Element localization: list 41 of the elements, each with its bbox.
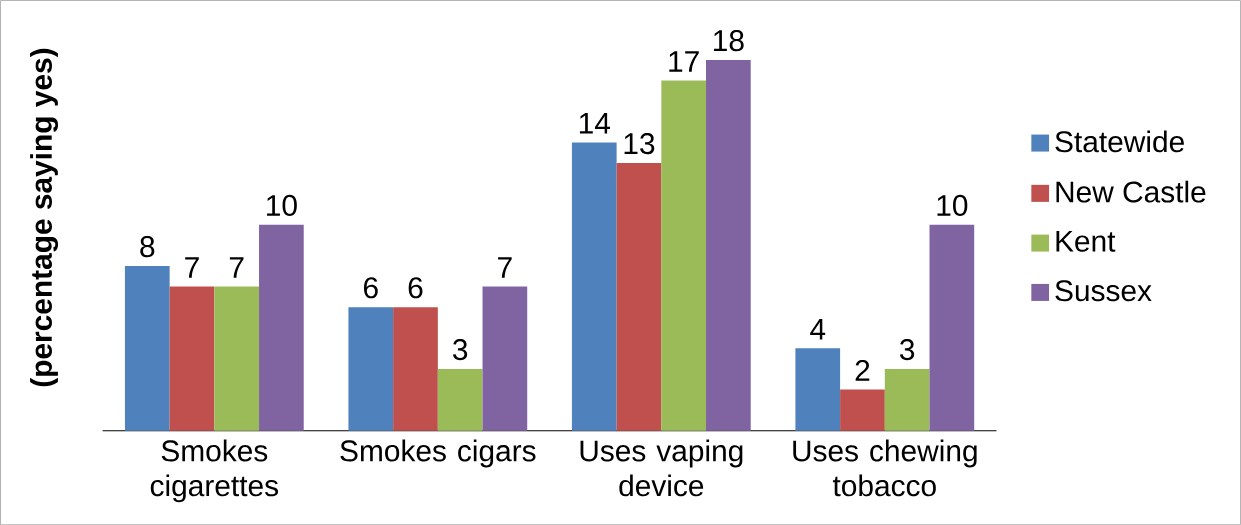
data-label: 7: [229, 257, 244, 278]
bar: [124, 265, 170, 431]
bar: [169, 286, 215, 431]
data-label: 3: [899, 338, 915, 361]
data-label: 8: [140, 235, 155, 258]
bar: [929, 224, 975, 431]
data-label: 10: [267, 194, 297, 216]
legend-label: Sussex: [1055, 280, 1152, 302]
bar: [706, 59, 751, 431]
x-tick-label: Uses vaping device: [580, 439, 743, 497]
bar: [795, 348, 841, 431]
data-label: 4: [810, 318, 826, 340]
data-label: 18: [714, 29, 744, 52]
bar: [616, 162, 662, 431]
bar: [840, 389, 885, 431]
data-label: 13: [624, 132, 655, 155]
x-tick-label: Smokes cigarettes: [150, 439, 279, 503]
data-label: 17: [669, 51, 699, 72]
bar: [571, 142, 617, 431]
data-label: 6: [363, 277, 378, 299]
bar: [393, 307, 438, 431]
data-label: 3: [453, 338, 468, 361]
data-label: 2: [855, 359, 870, 381]
bar: [661, 80, 707, 431]
data-label: 7: [498, 257, 512, 278]
bar: [214, 286, 260, 431]
legend-label: Statewide: [1055, 130, 1184, 153]
x-tick-label: Smokes cigars: [340, 439, 536, 468]
bar: [482, 286, 528, 431]
bar: [437, 368, 483, 431]
data-label: 6: [408, 277, 423, 299]
bar: [348, 307, 394, 431]
y-axis-title: (percentage saying yes): [30, 48, 59, 387]
data-label: 14: [579, 112, 610, 134]
bar: [259, 224, 304, 431]
legend-label: Kent: [1056, 230, 1116, 252]
data-label: 7: [185, 257, 199, 278]
data-label: 10: [937, 194, 968, 216]
legend-label: New Castle: [1056, 180, 1206, 203]
bar: [884, 368, 930, 431]
x-tick-label: Uses chewing tobacco: [793, 439, 977, 497]
